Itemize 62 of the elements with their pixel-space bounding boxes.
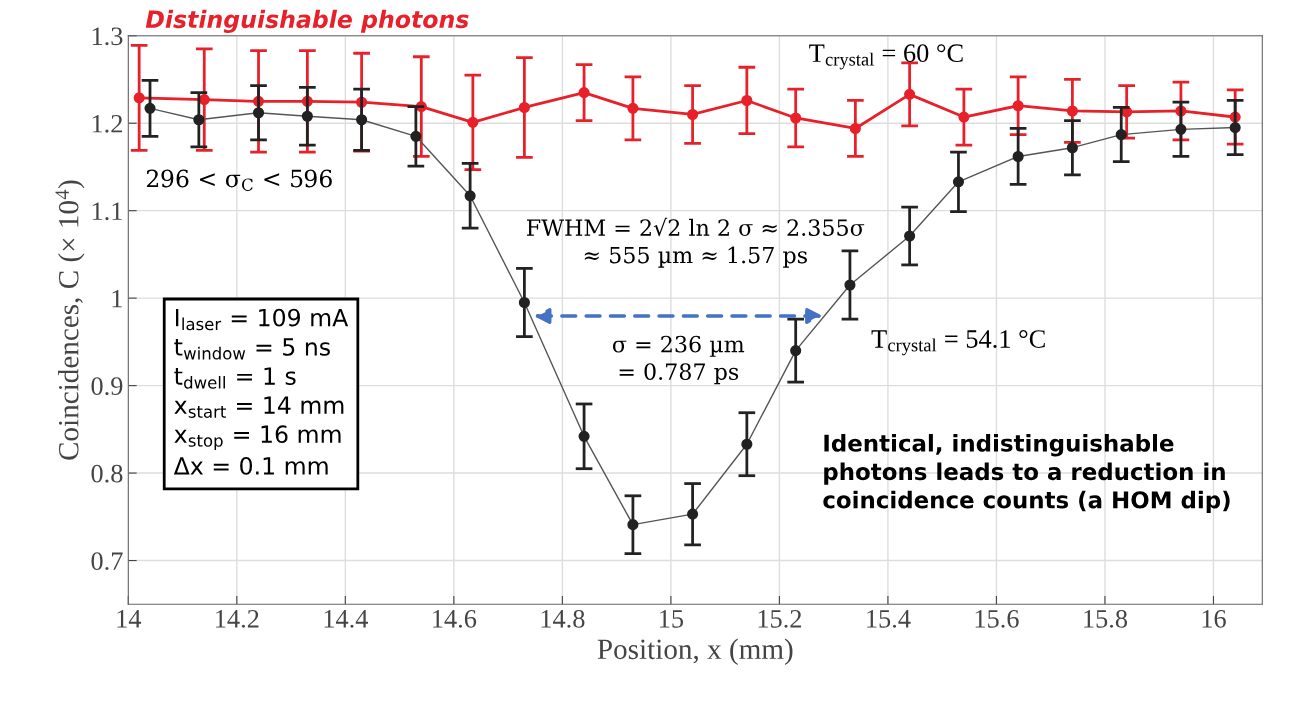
point [144,102,156,114]
point [578,430,590,442]
point [904,88,916,100]
x-tick-label: 15.8 [1084,609,1128,628]
point [687,108,699,121]
point [464,190,476,202]
point [952,176,965,188]
point [410,130,422,142]
x-tick-label: 15.6 [975,609,1019,628]
annotation: T$_{crystal}$ = 60 °C [809,44,963,70]
point [1066,142,1078,154]
point [1115,129,1127,141]
x-tick-label: 16 [1202,609,1226,628]
point [356,114,368,126]
point [133,92,145,104]
annotation: Identical, indistinguishable photons leads to a reduction in coincidence counts (a HOM dip) [823,434,1230,513]
point [1175,123,1187,135]
point [301,110,313,122]
x-tick-label: 15.2 [758,609,802,628]
point [518,101,530,114]
point [790,112,802,124]
y-tick-label: 1.3 [92,27,123,46]
point [741,438,753,450]
y-tick-label: 0.8 [91,464,123,483]
point [1012,150,1024,163]
point [844,279,856,291]
point [849,122,861,135]
y-tick-label: 1.2 [92,114,122,133]
point [578,87,590,99]
point [193,114,205,126]
y-tick-label: 1 [112,289,122,308]
x-axis-title: Position, x (mm) [597,638,793,666]
point [518,296,530,309]
point [1012,100,1024,112]
point [252,107,265,119]
annotation: FWHM = 2√2 ln 2 σ ≈ 2.355σ ≈ 555 µm ≈ 1.57 ps [527,217,865,268]
text: Distinguishable photons [145,9,469,33]
y-tick-label: 0.7 [91,552,123,571]
x-tick-label: 15.4 [867,610,911,628]
y-tick-label: 0.9 [91,377,123,396]
x-tick-label: 15 [660,610,684,628]
annotation: T$_{crystal}$ = 54.1 °C [871,330,1045,356]
point [790,345,802,357]
y-tick-label: 1.1 [92,202,122,221]
annotation: 296 < σ$_{C}$ < 596 [146,169,332,191]
point [1066,105,1078,117]
text: I$_{laser}$ = 109 mA t$_{window}$ = 5 ns t$_{dwell}$ = 1 s x$_{start}$ = 14 mm x$_{stop}$ = 16 mm Δx = 0.1 mm [173,308,349,475]
point [687,508,699,520]
point [467,116,479,128]
point [627,102,639,114]
x-tick-label: 14.8 [541,609,585,628]
annotation: σ = 236 µm = 0.787 ps [612,335,745,385]
point [958,111,970,123]
x-tick-label: 14.4 [324,610,369,628]
point [904,230,916,242]
x-tick-label: 14.6 [433,609,477,628]
x-tick-label: 14 [117,610,142,628]
y-axis-title: Coincidences, C (× 10$^{4}$) [55,180,85,460]
point [1229,122,1241,134]
point [741,94,753,107]
x-tick-label: 14.2 [216,609,259,628]
point [627,519,639,531]
